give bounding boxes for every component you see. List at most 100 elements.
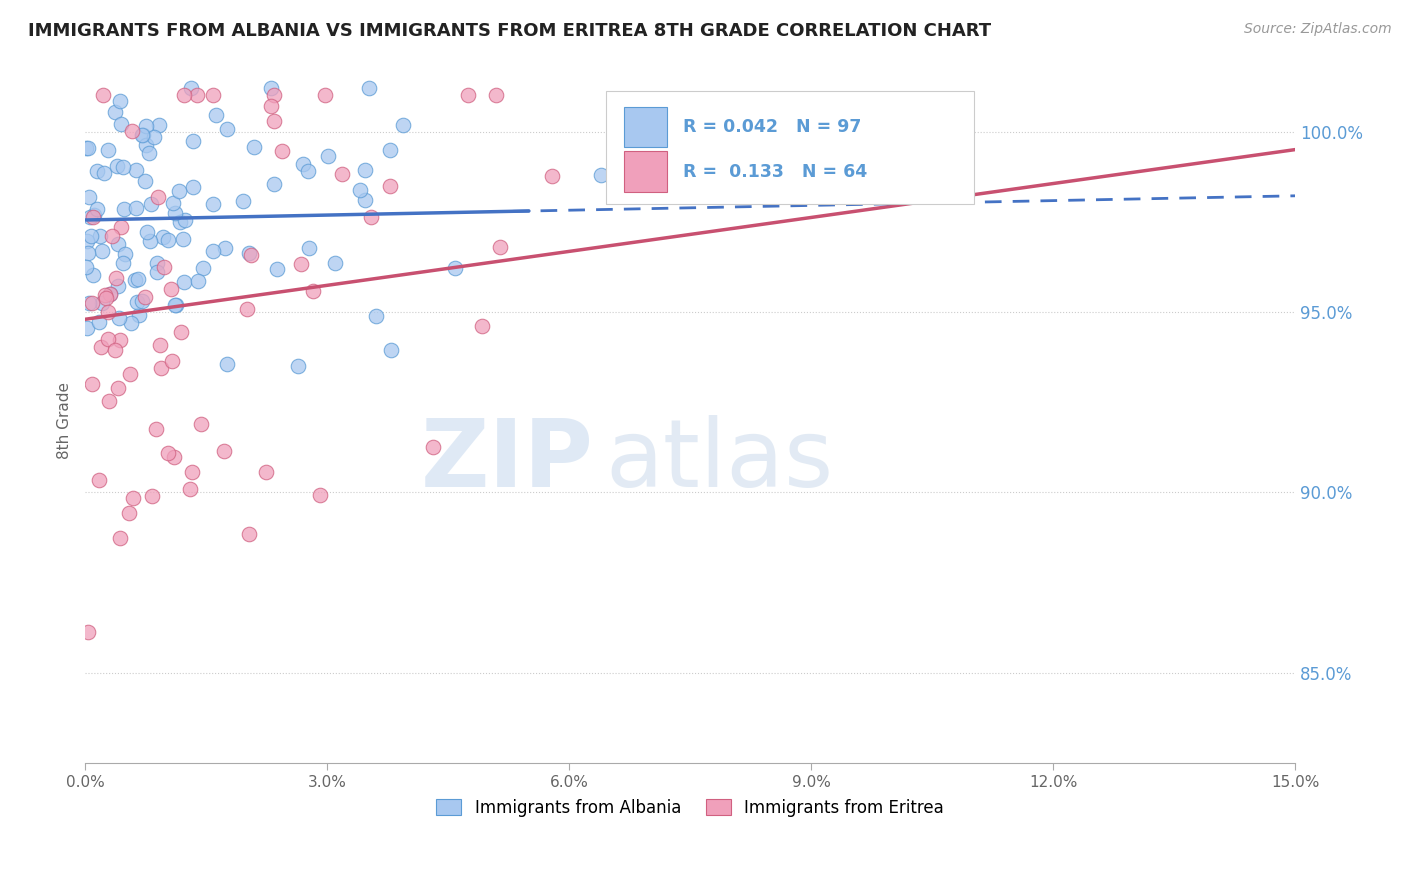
Point [93, 165, 115, 179]
Point [236, 302, 259, 317]
Point [165, 298, 187, 312]
Point [75, 141, 97, 155]
Point [120, 316, 142, 330]
Point [120, 367, 142, 381]
Point [108, 333, 131, 347]
Point [145, 422, 167, 436]
Point [201, 196, 224, 211]
Point [187, 275, 209, 289]
Point [134, 290, 156, 304]
Point [260, 81, 283, 95]
Point [271, 144, 294, 158]
Point [292, 157, 315, 171]
Point [125, 201, 148, 215]
Point [83, 208, 105, 222]
Point [298, 241, 321, 255]
Point [302, 284, 325, 298]
Point [215, 122, 238, 136]
Point [239, 248, 262, 262]
Point [353, 193, 375, 207]
Point [138, 146, 160, 161]
Point [489, 240, 512, 254]
Point [82, 296, 104, 310]
FancyBboxPatch shape [606, 91, 974, 204]
Point [139, 197, 162, 211]
Point [118, 506, 141, 520]
Point [98, 394, 121, 409]
Point [108, 532, 131, 546]
Point [124, 273, 146, 287]
Point [457, 88, 479, 103]
Point [330, 168, 353, 182]
Point [141, 489, 163, 503]
Legend: Immigrants from Albania, Immigrants from Eritrea: Immigrants from Albania, Immigrants from… [430, 792, 950, 823]
Point [104, 104, 127, 119]
Point [110, 117, 132, 131]
Point [87, 473, 110, 487]
Point [186, 88, 208, 103]
Point [290, 257, 312, 271]
Point [254, 466, 277, 480]
Point [165, 298, 187, 312]
Point [135, 138, 157, 153]
Point [354, 162, 377, 177]
Point [97, 332, 120, 346]
FancyBboxPatch shape [624, 152, 668, 192]
Point [259, 98, 281, 112]
Point [181, 134, 204, 148]
Point [76, 235, 98, 249]
Point [201, 88, 224, 103]
Point [138, 234, 160, 248]
Point [309, 487, 332, 501]
Point [153, 260, 176, 274]
Point [80, 228, 103, 243]
Point [98, 287, 121, 301]
Point [134, 174, 156, 188]
Point [181, 466, 204, 480]
Point [392, 118, 415, 132]
Point [89, 229, 111, 244]
Point [191, 260, 214, 275]
Point [90, 340, 112, 354]
Point [149, 338, 172, 352]
Point [107, 310, 129, 325]
Point [82, 210, 104, 224]
Point [105, 159, 128, 173]
Point [541, 169, 564, 184]
Point [75, 260, 97, 274]
Point [104, 343, 127, 358]
Point [243, 140, 266, 154]
Point [149, 360, 172, 375]
Point [179, 482, 201, 496]
Point [128, 309, 150, 323]
Y-axis label: 8th Grade: 8th Grade [58, 382, 72, 458]
Point [173, 88, 195, 103]
Point [349, 183, 371, 197]
Point [90, 295, 112, 310]
Point [378, 178, 401, 193]
Text: ZIP: ZIP [420, 416, 593, 508]
Point [316, 149, 339, 163]
Point [96, 291, 118, 305]
Point [181, 179, 204, 194]
Point [364, 310, 387, 324]
Point [172, 232, 194, 246]
Point [135, 119, 157, 133]
Point [471, 319, 494, 334]
Point [152, 230, 174, 244]
Point [86, 202, 108, 217]
Point [160, 282, 183, 296]
Point [485, 88, 508, 103]
Point [94, 287, 117, 301]
Point [97, 144, 120, 158]
Point [91, 244, 114, 258]
Point [148, 189, 170, 203]
Point [212, 443, 235, 458]
Point [127, 294, 149, 309]
Point [422, 440, 444, 454]
Point [263, 178, 285, 192]
Point [190, 417, 212, 432]
Point [163, 450, 186, 464]
Text: IMMIGRANTS FROM ALBANIA VS IMMIGRANTS FROM ERITREA 8TH GRADE CORRELATION CHART: IMMIGRANTS FROM ALBANIA VS IMMIGRANTS FR… [28, 22, 991, 40]
Point [380, 343, 402, 357]
